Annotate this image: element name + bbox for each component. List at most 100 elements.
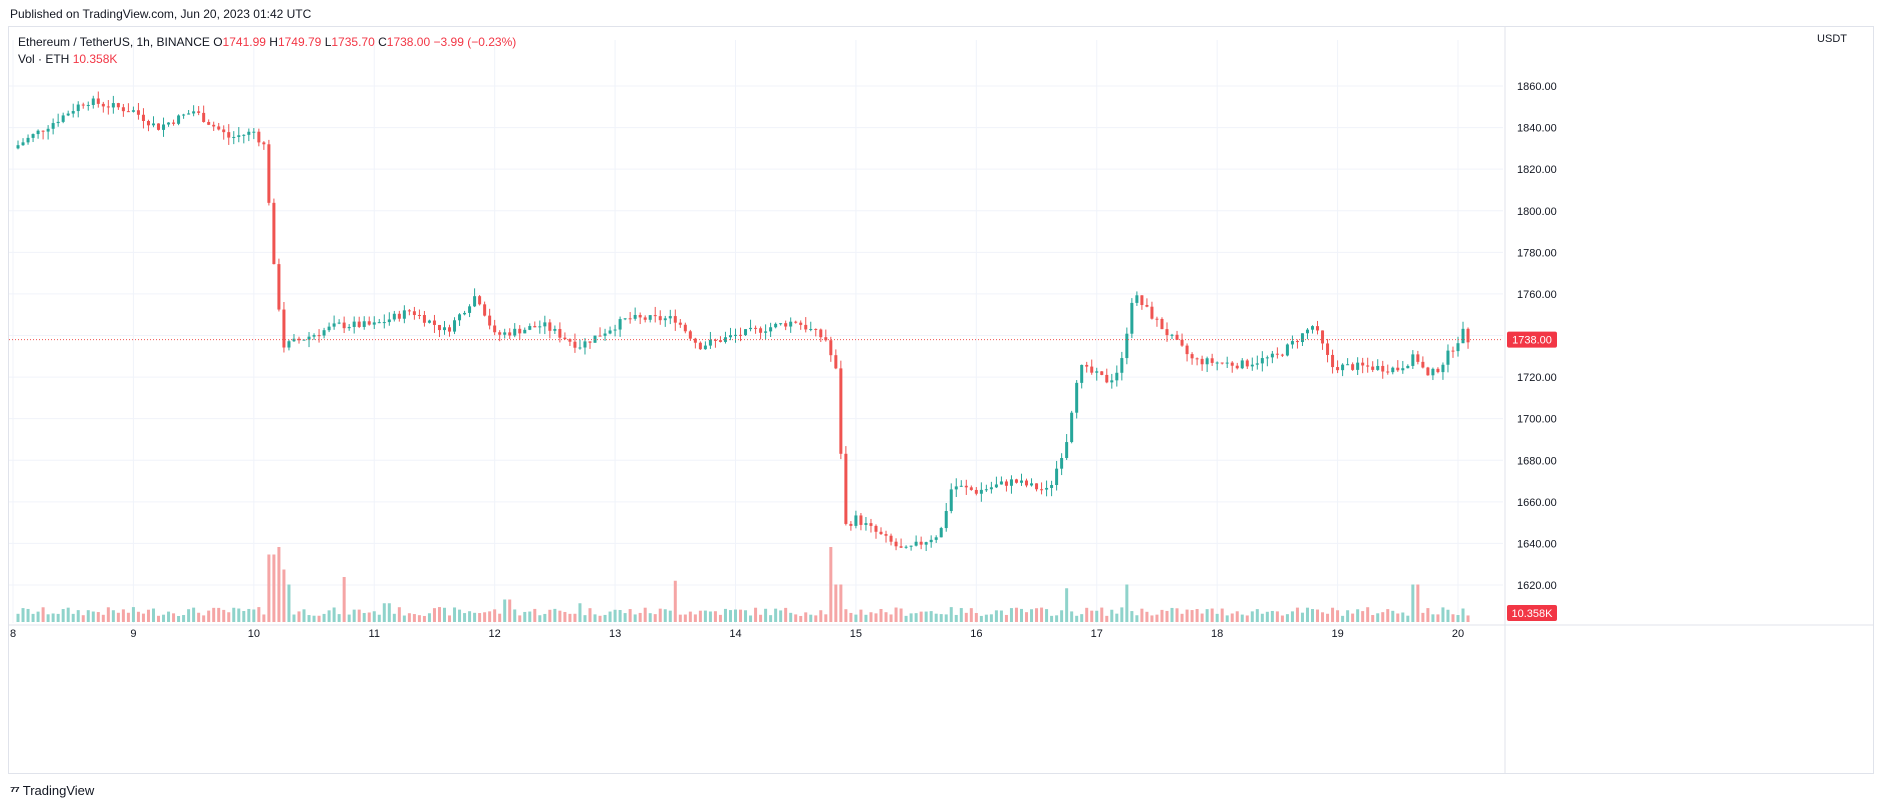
volume-bar (809, 614, 813, 622)
volume-bar (121, 609, 125, 622)
candle-body (453, 320, 457, 332)
volume-bar (66, 607, 70, 622)
volume-bar (51, 613, 55, 622)
volume-bar (1446, 609, 1450, 622)
candle-body (422, 315, 426, 323)
candle-body (478, 296, 482, 305)
candle-body (503, 332, 507, 335)
candle-body (227, 132, 231, 138)
candle-body (337, 322, 341, 324)
volume-bar (1035, 608, 1039, 622)
candle-body (1009, 479, 1013, 486)
volume-bar (904, 615, 908, 622)
candle-body (1140, 295, 1144, 305)
candle-body (1035, 483, 1039, 490)
volume-bar (242, 611, 246, 622)
volume-bar (1120, 607, 1124, 622)
volume-bar (713, 611, 717, 622)
candle-body (277, 264, 281, 310)
candle-body (1295, 341, 1299, 343)
candle-body (1190, 354, 1194, 359)
volume-bar (944, 614, 948, 622)
candle-body (1170, 334, 1174, 336)
volume-bar (628, 609, 632, 622)
volume-bar (31, 613, 35, 622)
volume-bar (1155, 614, 1159, 622)
volume-bar (1105, 615, 1109, 622)
volume-bar (799, 615, 803, 622)
volume-bar (518, 615, 522, 622)
candle-body (136, 110, 140, 115)
volume-bar (46, 614, 50, 622)
volume-bar (784, 607, 788, 622)
candle-body (834, 355, 838, 369)
volume-bar (1080, 614, 1084, 622)
candle-body (1240, 360, 1244, 369)
volume-bar (1230, 613, 1234, 622)
volume-bar (663, 609, 667, 622)
volume-bar (503, 599, 507, 622)
volume-bar (26, 608, 30, 622)
volume-bar (1225, 615, 1229, 622)
volume-bar (854, 614, 858, 622)
volume-bar (513, 609, 517, 622)
volume-bar (1060, 610, 1064, 622)
volume-bar (1215, 613, 1219, 622)
last-price-label: 1738.00 (1512, 335, 1552, 347)
volume-bar (779, 610, 783, 622)
volume-bar (1466, 615, 1470, 622)
volume-bar (1361, 611, 1365, 622)
candle-body (839, 368, 843, 454)
tradingview-logo-icon: ⁷⁷ (10, 783, 20, 798)
candle-body (407, 310, 411, 312)
volume-bar (1165, 610, 1169, 622)
candle-body (427, 320, 431, 323)
candle-body (1361, 362, 1365, 366)
candle-body (1421, 361, 1425, 368)
volume-bar (543, 613, 547, 622)
chart-frame (8, 26, 1874, 774)
volume-bar (864, 614, 868, 622)
volume-bar (769, 615, 773, 622)
volume-bar (1019, 608, 1023, 622)
candle-body (1451, 350, 1455, 352)
candle-body (397, 313, 401, 319)
candle-body (879, 531, 883, 535)
volume-bar (342, 577, 346, 622)
volume-bar (257, 607, 261, 622)
volume-bar (463, 613, 467, 622)
volume-bar (1371, 615, 1375, 622)
x-tick-label: 16 (970, 628, 982, 640)
candle-body (739, 334, 743, 336)
volume-bar (1205, 609, 1209, 622)
candle-body (1351, 364, 1355, 370)
candle-body (904, 546, 908, 548)
candle-body (468, 306, 472, 313)
volume-bar (237, 608, 241, 622)
candle-body (1185, 345, 1189, 355)
candle-body (734, 334, 737, 336)
candle-body (889, 535, 893, 542)
footer-brand[interactable]: ⁷⁷ TradingView (10, 783, 94, 798)
candle-body (508, 332, 512, 336)
candle-body (498, 332, 502, 335)
volume-bar (498, 613, 502, 622)
volume-bar (558, 610, 562, 622)
volume-bar (1431, 614, 1435, 622)
candle-body (533, 326, 537, 328)
volume-bar (749, 615, 753, 622)
candle-body (1230, 362, 1234, 366)
volume-bar (673, 580, 677, 622)
candle-body (779, 323, 783, 325)
last-volume-label: 10.358K (1512, 608, 1554, 620)
volume-bar (157, 615, 161, 622)
candle-body (1090, 366, 1094, 373)
candle-body (36, 130, 40, 135)
volume-bar (889, 614, 893, 622)
volume-bar (1210, 608, 1214, 622)
candle-body (1055, 468, 1059, 486)
candle-body (437, 324, 441, 331)
volume-bar (643, 607, 647, 622)
x-tick-label: 17 (1091, 628, 1103, 640)
